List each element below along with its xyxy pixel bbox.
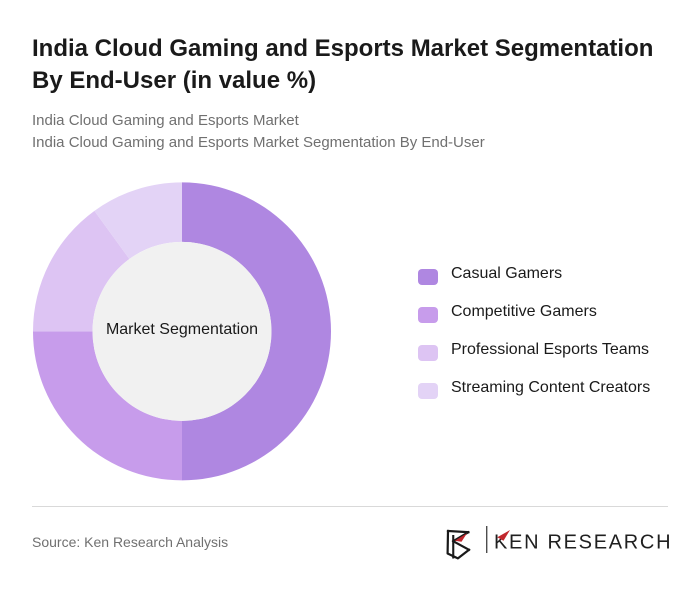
svg-text:KEN RESEARCH: KEN RESEARCH: [494, 532, 670, 554]
